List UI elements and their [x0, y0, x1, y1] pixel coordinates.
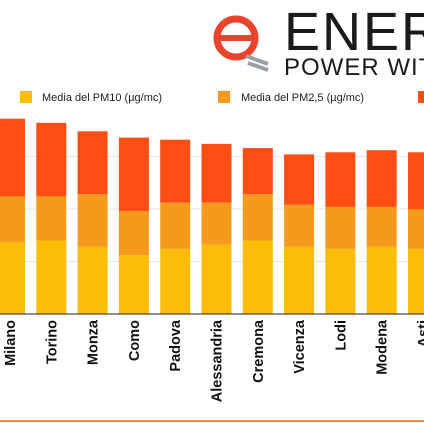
bar-pm10-monza [77, 246, 108, 314]
bar-pm25-lodi [325, 206, 356, 249]
bar-pm25-torino [36, 196, 67, 241]
bar-pm10-lodi [325, 248, 356, 314]
bar-pm10-modena [366, 246, 397, 314]
bar-third-vicenza [284, 154, 315, 205]
bar-third-torino [36, 122, 67, 197]
x-tick-label: Asti [416, 320, 424, 347]
bar-pm10-alessandria [201, 244, 232, 314]
bar-pm25-monza [77, 194, 108, 247]
bar-third-modena [366, 150, 397, 207]
bar-third-asti [408, 152, 424, 209]
legend-label-pm10: Media del PM10 (µg/mc) [42, 92, 162, 104]
x-tick-label: Vicenza [292, 319, 308, 374]
x-tick-label: Milano [3, 320, 19, 366]
bar-pm25-como [118, 211, 149, 256]
brand-logo: ENERG POWER WITH [213, 2, 424, 81]
bar-pm10-asti [408, 248, 424, 314]
bar-third-milano [0, 118, 25, 197]
bar-third-alessandria [201, 143, 232, 203]
x-tick-label: Monza [86, 319, 102, 365]
bar-third-monza [77, 131, 108, 195]
x-tick-labels: Milano Torino Monza Como Padova Alessandria Cr… [3, 319, 424, 402]
bar-pm10-cremona [242, 240, 273, 314]
bar-pm10-padova [160, 248, 191, 314]
brand-tagline: POWER WITH [284, 54, 424, 81]
x-tick-label: Alessandria [210, 319, 226, 402]
x-tick-label: Lodi [333, 320, 349, 351]
bar-third-como [118, 137, 149, 212]
legend-swatch-pm10 [20, 91, 32, 103]
x-tick-label: Modena [375, 319, 391, 375]
bar-pm25-milano [0, 196, 25, 243]
bar-pm10-torino [36, 240, 67, 314]
bar-third-cremona [242, 148, 273, 195]
brand-name: ENERG [284, 2, 424, 62]
legend-swatch-pm25 [218, 91, 230, 103]
x-tick-label: Padova [168, 319, 184, 372]
legend-label-pm25: Media del PM2,5 (µg/mc) [241, 92, 364, 104]
x-tick-label: Como [127, 320, 143, 361]
bar-pm10-como [118, 255, 149, 314]
x-tick-label: Torino [44, 320, 60, 364]
legend-swatch-third [418, 91, 424, 103]
chart-legend: Media del PM10 (µg/mc) Media del PM2,5 (… [20, 91, 424, 104]
bar-pm10-milano [0, 242, 25, 314]
bar-pm25-alessandria [201, 202, 232, 245]
x-tick-label: Cremona [251, 319, 267, 383]
bar-series [0, 118, 424, 314]
bar-pm25-modena [366, 206, 397, 247]
bar-pm10-vicenza [284, 246, 315, 314]
bar-pm25-cremona [242, 194, 273, 241]
bulb-e-icon [213, 15, 269, 72]
bar-pm25-vicenza [284, 204, 315, 247]
bar-third-lodi [325, 152, 356, 207]
bar-third-padova [160, 139, 191, 203]
bar-pm25-asti [408, 209, 424, 249]
bar-pm25-padova [160, 202, 191, 249]
